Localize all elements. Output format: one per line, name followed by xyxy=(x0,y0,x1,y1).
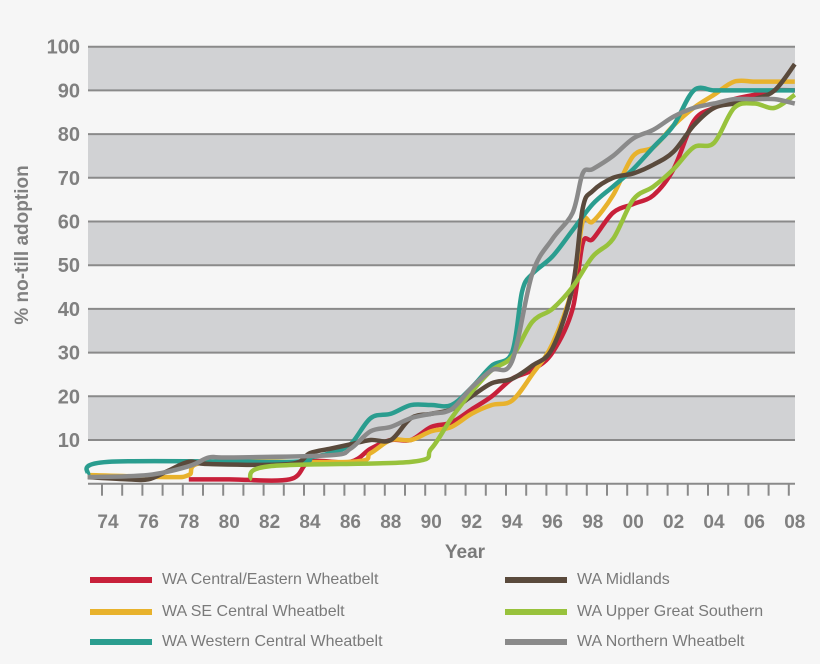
x-tick-label: 84 xyxy=(299,512,321,533)
x-axis-label: Year xyxy=(445,542,486,563)
x-tick-label: 06 xyxy=(744,512,765,533)
legend-item: WA Western Central Wheatbelt xyxy=(90,631,383,653)
grid-band xyxy=(88,134,795,178)
line-chart: 10 20 30 40 50 60 70 80 90 100 74 76 78 80 82 84 86 88 90… xyxy=(12,37,805,563)
legend-label: WA Midlands xyxy=(577,571,670,588)
y-tick-label: 40 xyxy=(58,299,80,321)
x-tick-label: 86 xyxy=(340,512,361,533)
legend-swatch xyxy=(505,639,567,645)
y-tick-label: 30 xyxy=(58,343,80,365)
x-tick-label: 74 xyxy=(97,512,119,533)
legend-item: WA Upper Great Southern xyxy=(505,601,763,623)
legend-swatch xyxy=(505,609,567,615)
y-tick-label: 10 xyxy=(58,430,80,452)
legend-label: WA Central/Eastern Wheatbelt xyxy=(162,571,379,588)
x-tick-label: 76 xyxy=(138,512,159,533)
x-tick-label: 04 xyxy=(703,512,725,533)
x-tick-label: 92 xyxy=(461,512,482,533)
x-tick-label: 94 xyxy=(501,512,523,533)
x-tick-label: 02 xyxy=(663,512,684,533)
x-tick-label: 82 xyxy=(259,512,280,533)
y-tick-label: 80 xyxy=(58,124,80,146)
grid-band xyxy=(88,308,795,353)
grid-band xyxy=(88,46,795,91)
x-tick-label: 90 xyxy=(421,512,442,533)
y-tick-label: 60 xyxy=(58,212,80,234)
legend-item: WA Midlands xyxy=(505,569,670,591)
legend-label: WA Western Central Wheatbelt xyxy=(162,633,383,650)
series-line xyxy=(84,85,795,477)
x-tick-label: 98 xyxy=(582,512,603,533)
x-tick-label: 88 xyxy=(380,512,401,533)
legend-swatch xyxy=(90,577,152,583)
x-tick-label: 78 xyxy=(178,512,199,533)
legend-item: WA SE Central Wheatbelt xyxy=(90,601,345,623)
legend-label: WA SE Central Wheatbelt xyxy=(162,603,345,620)
y-tick-label: 100 xyxy=(47,37,80,59)
legend-swatch xyxy=(90,639,152,645)
y-tick-label: 20 xyxy=(58,386,80,408)
x-tick-label: 80 xyxy=(219,512,240,533)
legend-item: WA Central/Eastern Wheatbelt xyxy=(90,569,378,591)
legend-swatch xyxy=(90,609,152,615)
y-axis-label: % no-till adoption xyxy=(12,165,33,324)
x-tick-label: 96 xyxy=(542,512,563,533)
x-tick-label: 00 xyxy=(623,512,644,533)
legend-label: WA Northern Wheatbelt xyxy=(577,633,745,650)
series-line xyxy=(87,96,796,480)
grid-band xyxy=(88,221,795,266)
legend-item: WA Northern Wheatbelt xyxy=(505,631,744,653)
series-line xyxy=(87,62,797,483)
legend-label: WA Upper Great Southern xyxy=(577,603,764,620)
y-tick-label: 90 xyxy=(58,80,80,102)
y-tick-label: 70 xyxy=(58,168,80,190)
legend-swatch xyxy=(505,577,567,583)
series-line xyxy=(247,92,797,482)
y-tick-label: 50 xyxy=(58,255,80,277)
x-tick-label: 08 xyxy=(784,512,805,533)
